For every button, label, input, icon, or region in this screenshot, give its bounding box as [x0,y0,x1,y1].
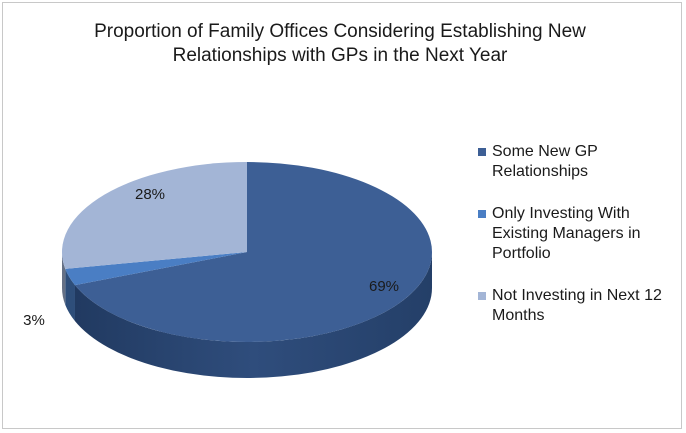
data-label: 69% [369,278,399,295]
legend-item: Some New GP Relationships [478,142,678,182]
pie-slice-side [65,268,75,322]
pie-slice-side [62,252,66,305]
legend-label: Not Investing in Next 12 Months [492,287,662,324]
pie-slice [65,252,247,286]
legend-swatch [478,210,486,218]
legend-swatch [478,292,486,300]
legend-item: Not Investing in Next 12 Months [478,286,678,326]
pie-slice [61,162,248,269]
data-label: 28% [135,186,165,203]
pie-slice [74,162,433,342]
legend-swatch [478,148,486,156]
pie-slice-side [74,252,433,379]
chart-title: Proportion of Family Offices Considering… [94,21,586,66]
legend: Some New GP Relationships Only Investing… [478,142,678,348]
legend-label: Some New GP Relationships [492,143,598,180]
legend-item: Only Investing With Existing Managers in… [478,204,678,264]
legend-label: Only Investing With Existing Managers in… [492,205,641,262]
data-label: 3% [23,312,45,329]
